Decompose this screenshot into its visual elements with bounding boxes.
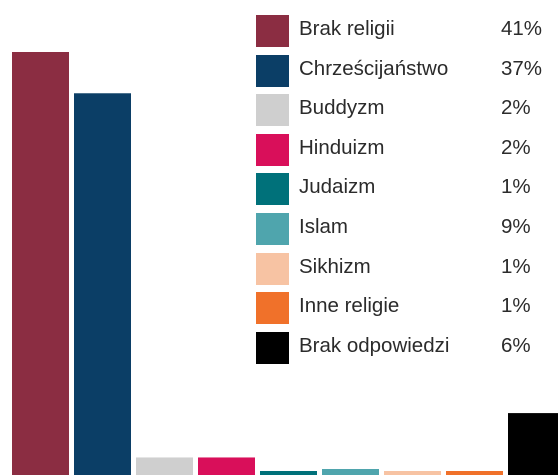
legend-value: 6%: [501, 333, 531, 357]
bar-1: [12, 52, 69, 475]
legend-item: Inne religie 1%: [256, 289, 558, 325]
legend-item: Sikhizm 1%: [256, 250, 558, 286]
bar-3: [136, 457, 193, 475]
legend-swatch: [256, 292, 289, 325]
legend-value: 37%: [501, 56, 543, 80]
legend-value: 41%: [501, 17, 543, 40]
bar-6: [322, 469, 379, 475]
legend-item: Judaizm 1%: [256, 170, 558, 206]
bar-7: [384, 471, 441, 475]
legend-item: Brak odpowiedzi 6%: [256, 329, 558, 365]
legend-value: 1%: [501, 254, 531, 278]
legend-value: 2%: [501, 96, 531, 120]
legend-swatch: [256, 213, 289, 245]
bar-9: [508, 413, 558, 475]
legend-item: Chrześcijaństwo 37%: [256, 52, 558, 88]
legend-swatch: [256, 252, 289, 285]
bar-8: [446, 471, 503, 475]
legend-item: Brak religii 41%: [256, 12, 558, 48]
legend-swatch: [256, 331, 289, 364]
legend-swatch: [256, 94, 289, 127]
legend-swatch: [256, 15, 289, 47]
legend-value: 9%: [501, 215, 531, 238]
legend-item: Hinduizm 2%: [256, 131, 558, 167]
legend-item: Islam 9%: [256, 210, 558, 246]
legend-swatch: [256, 133, 289, 166]
legend-swatch: [256, 173, 289, 206]
legend-label: Chrześcijaństwo: [299, 56, 449, 80]
bar-2: [74, 93, 131, 475]
legend-label: Brak religii: [299, 17, 395, 40]
legend-value: 1%: [501, 294, 531, 318]
legend-value: 1%: [501, 175, 531, 199]
legend-label: Buddyzm: [299, 96, 385, 120]
legend-label: Islam: [299, 215, 348, 238]
bar-4: [198, 457, 255, 475]
legend-item: Buddyzm 2%: [256, 91, 558, 127]
bar-5: [260, 471, 317, 475]
legend-swatch: [256, 54, 289, 87]
legend-value: 2%: [501, 135, 531, 159]
legend-label: Judaizm: [299, 175, 376, 199]
legend-label: Hinduizm: [299, 135, 385, 159]
legend-label: Inne religie: [299, 294, 400, 318]
legend-label: Sikhizm: [299, 254, 371, 278]
legend-label: Brak odpowiedzi: [299, 333, 450, 357]
